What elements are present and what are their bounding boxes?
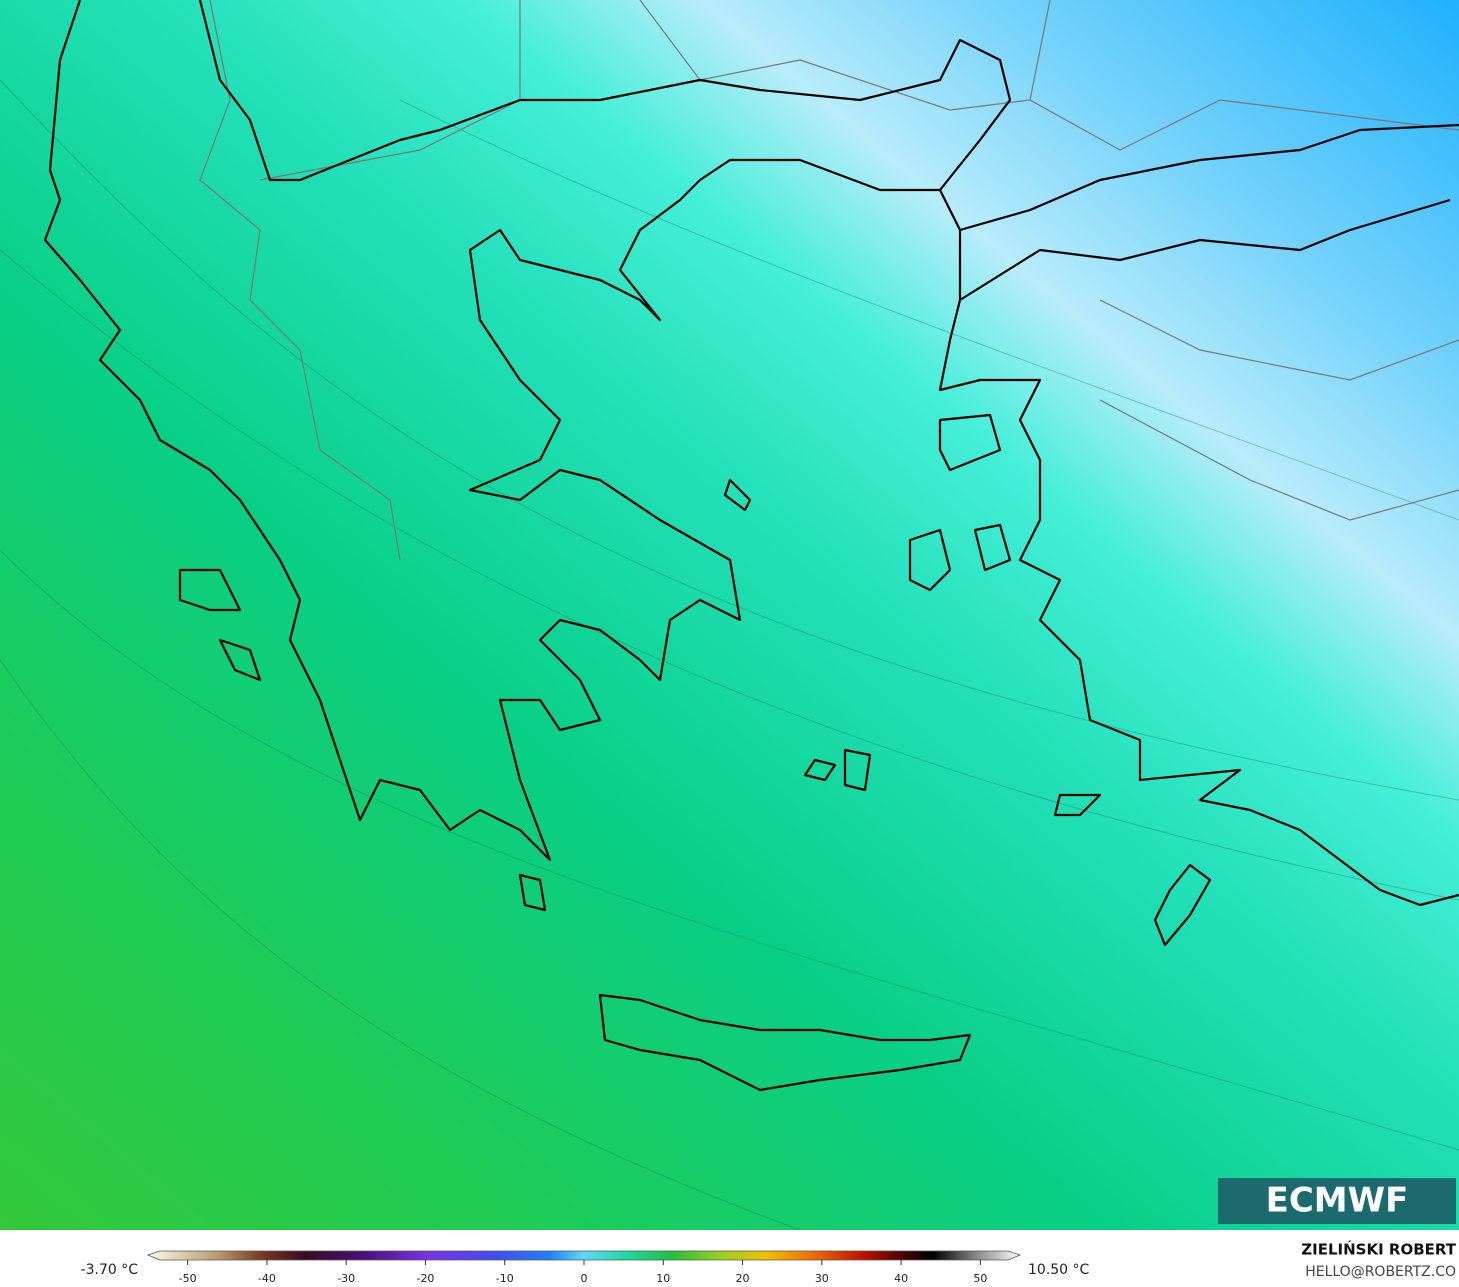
coastline <box>938 123 1459 907</box>
tick-label: 20 <box>736 1272 750 1285</box>
isoline <box>0 549 1459 1151</box>
isoline <box>0 249 1459 901</box>
credit-contact: HELLO@ROBERTZ.CO <box>1305 1264 1456 1280</box>
logo: ECMWF <box>1266 1181 1409 1221</box>
min-label: -3.70 °C <box>81 1262 139 1278</box>
tick-label: 40 <box>894 1272 908 1285</box>
tick-label: -40 <box>258 1272 276 1285</box>
island <box>1153 863 1212 947</box>
tick-label: 30 <box>815 1272 829 1285</box>
colorbar: -3.70 °C 10.50 °C -50 -40 -30 -20 -10 0 10 20 30… <box>81 1250 1090 1285</box>
max-label: 10.50 °C <box>1028 1262 1090 1278</box>
tick-label: -30 <box>337 1272 355 1285</box>
tick-label: 10 <box>656 1272 670 1285</box>
colorbar-scale <box>146 1250 1022 1261</box>
tick-label: 50 <box>973 1272 987 1285</box>
tick-label: -50 <box>179 1272 197 1285</box>
logo-box <box>1218 1178 1456 1224</box>
island <box>178 413 1102 912</box>
tick-label: -10 <box>496 1272 514 1285</box>
island <box>598 993 972 1092</box>
isoline <box>0 659 801 1231</box>
tick-label: -20 <box>416 1272 434 1285</box>
isoline <box>0 79 1459 801</box>
credit-author: ZIELIŃSKI ROBERT <box>1301 1240 1456 1259</box>
map: ECMWF <box>0 0 1459 1231</box>
coastline <box>43 0 1012 862</box>
isoline <box>399 99 1459 521</box>
country-border <box>199 0 1459 561</box>
tick-label: 0 <box>581 1272 588 1285</box>
